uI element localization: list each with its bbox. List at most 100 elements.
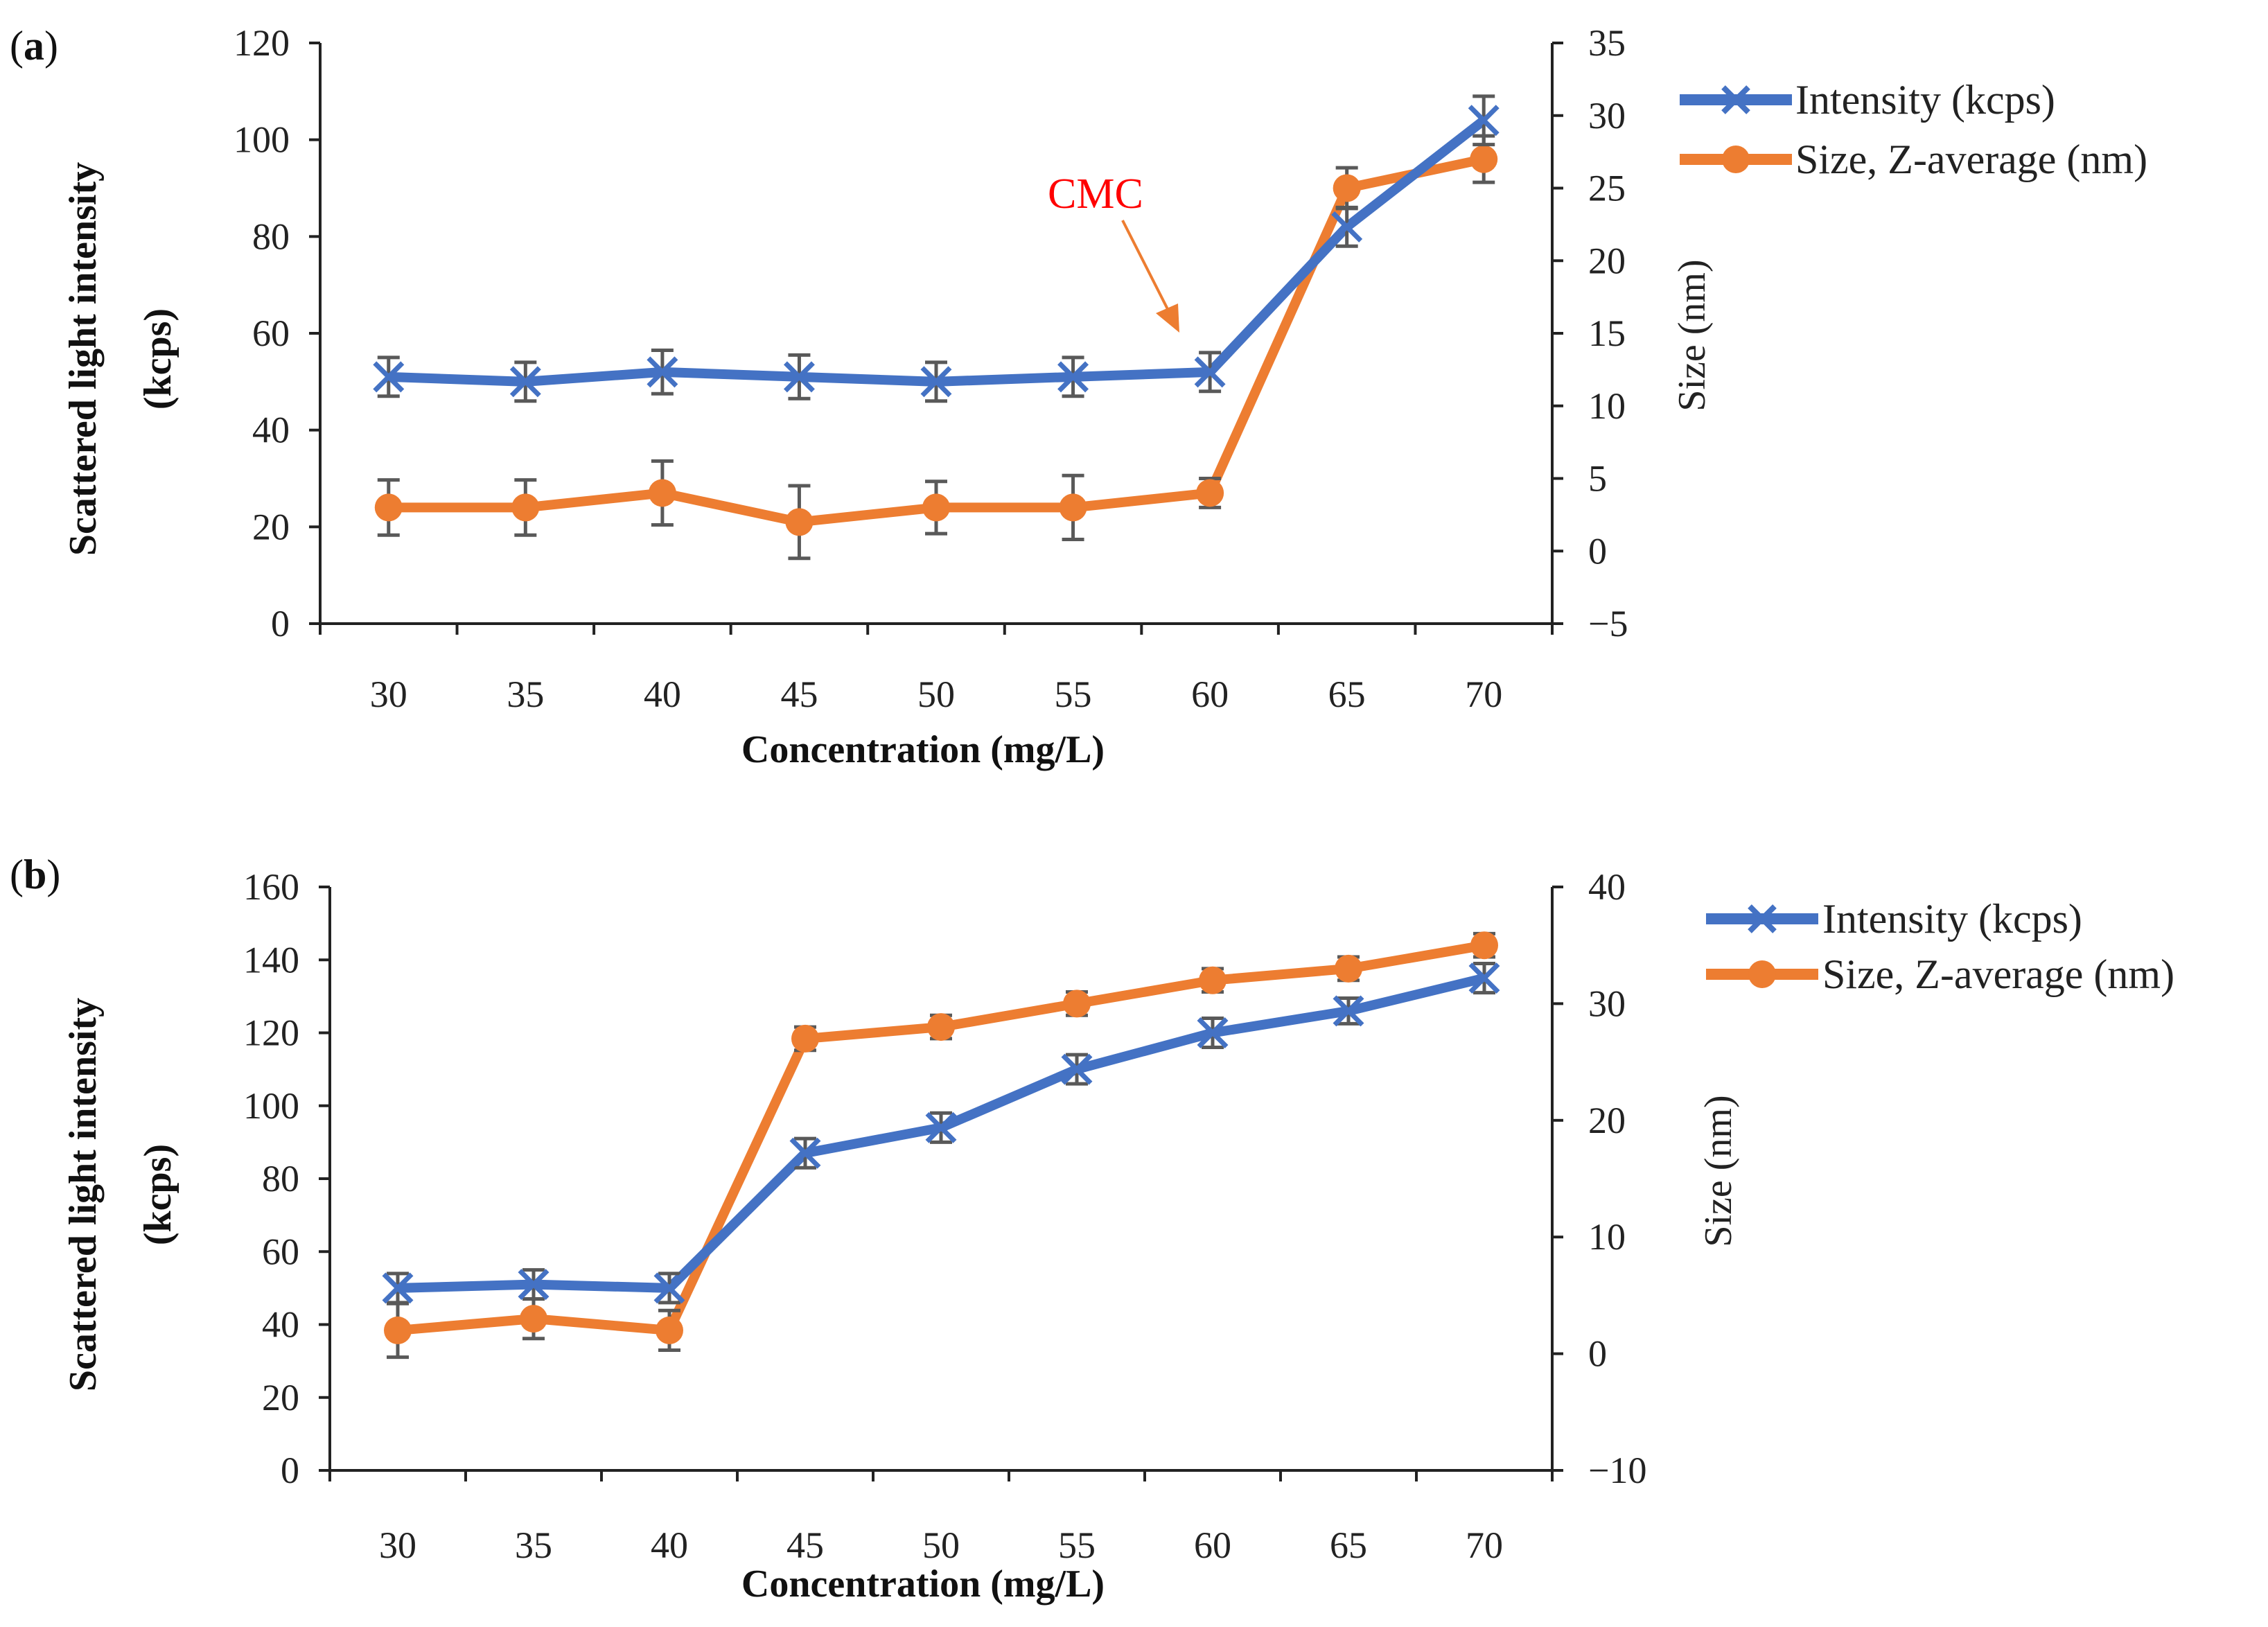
cmc-arrow-shaft: [1121, 220, 1170, 311]
panel-a-data-point-size: [1470, 145, 1498, 173]
panel-b-xtick-label: 45: [786, 1524, 824, 1566]
panel-b-data-point-size: [656, 1316, 683, 1344]
panel-b-ytick-label: 0: [281, 1450, 299, 1491]
panel-b-data-point-intensity: [1468, 962, 1500, 994]
legend-circle-marker-icon: [1748, 960, 1776, 988]
legend-circle-marker-icon: [1722, 146, 1750, 173]
panel-b-legend-size: Size, Z-average (nm): [1706, 951, 2174, 997]
panel-a-cmc-annotation: CMC: [1048, 170, 1179, 333]
panel-a-data-point-intensity: [1057, 361, 1089, 393]
panel-b-data-point-size: [1470, 931, 1498, 960]
panel-b-data-point-size: [520, 1305, 547, 1333]
legend-x-marker-icon: [1721, 85, 1750, 114]
panel-a-ylabel: Scattered light intensity (kcps): [62, 162, 179, 556]
panel-b-data-point-intensity: [1333, 995, 1364, 1027]
panel-a-ytick-label: 0: [271, 603, 290, 644]
panel-a-xtick-label: 40: [644, 674, 681, 715]
panel-b-xtick-label: 50: [922, 1524, 960, 1566]
panel-a-plot-area: 0 20 40 60 80 100 120 −5 0 5 10 15 20 25 30 35 30 35 40 45 5…: [234, 22, 1628, 715]
panel-a-label-wrap: (a): [10, 23, 58, 69]
panel-a-data-point-intensity: [373, 361, 405, 393]
panel-b-legend: Intensity (kcps) Size, Z-average (nm): [1706, 896, 2174, 997]
panel-a-ylabel-line1: Scattered light intensity: [62, 162, 105, 556]
panel-a-y2tick-label: 25: [1588, 168, 1626, 209]
panel-b-y2tick-label: 40: [1588, 866, 1626, 908]
panel-b-ytick-label: 160: [243, 866, 299, 908]
panel-b-data-point-size: [927, 1013, 955, 1041]
panel-a-data-point-size: [374, 493, 403, 522]
panel-a-ylabel-line2: (kcps): [137, 308, 179, 410]
panel-a-data-point-size: [785, 508, 814, 536]
panel-a-y2tick-label: 35: [1588, 22, 1626, 64]
panel-b-y2label: Size (nm): [1697, 1095, 1740, 1247]
panel-b-data-point-size: [1335, 954, 1362, 983]
panel-a-legend-intensity-label: Intensity (kcps): [1795, 77, 2055, 123]
panel-a-label: a: [24, 23, 44, 69]
chart-panel-a: (a) 0 20 40 60 80 100 120 −5 0 5 10 15 20 25 30 35 30 35 4…: [10, 22, 2147, 771]
panel-b-data-point-intensity: [1197, 1017, 1229, 1048]
panel-b-legend-intensity: Intensity (kcps): [1706, 896, 2082, 942]
panel-b-data-point-intensity: [789, 1137, 821, 1169]
panel-b-ytick-label: 140: [243, 939, 299, 980]
panel-a-xlabel: Concentration (mg/L): [741, 728, 1105, 771]
panel-a-y2tick-label: 5: [1588, 458, 1607, 500]
panel-b-legend-intensity-label: Intensity (kcps): [1822, 896, 2082, 942]
cmc-label: CMC: [1048, 170, 1143, 218]
panel-b-xtick-label: 60: [1194, 1524, 1231, 1566]
panel-a-series-line-size: [388, 154, 1485, 527]
panel-a-ytick-label: 80: [252, 216, 290, 257]
panel-b-xtick-label: 40: [651, 1524, 688, 1566]
panel-a-y2tick-label: −5: [1588, 603, 1628, 644]
panel-a-data-point-size: [1059, 493, 1087, 522]
panel-b-ytick-label: 120: [243, 1012, 299, 1054]
panel-a-data-point-intensity: [1331, 211, 1363, 243]
panel-a-y2tick-label: 10: [1588, 385, 1626, 427]
panel-a-xtick-label: 55: [1055, 674, 1092, 715]
panel-b-xlabel: Concentration (mg/L): [741, 1563, 1105, 1606]
panel-b-plot-area: 0 20 40 60 80 100 120 140 160 −10 0 10 20 30 40 30 35 40 4…: [243, 866, 1646, 1566]
panel-a-xtick-label: 30: [370, 674, 407, 715]
panel-b-y2tick-label: 0: [1588, 1333, 1607, 1375]
panel-a-y2tick-label: 15: [1588, 313, 1626, 354]
panel-a-data-point-intensity: [647, 356, 678, 388]
panel-b-ytick-label: 40: [262, 1304, 299, 1346]
panel-a-xtick-label: 50: [917, 674, 955, 715]
cmc-arrow-head-icon: [1156, 304, 1179, 333]
panel-a-series-line-intensity: [388, 116, 1487, 387]
panel-a-legend-size: Size, Z-average (nm): [1680, 137, 2147, 182]
panel-a-data-point-size: [511, 493, 540, 522]
panel-a-ytick-label: 120: [234, 22, 290, 64]
panel-b-ylabel-line1: Scattered light intensity: [62, 998, 105, 1391]
panel-a-data-point-intensity: [783, 361, 815, 393]
panel-b-ytick-label: 100: [243, 1085, 299, 1127]
panel-b-ytick-label: 80: [262, 1158, 299, 1199]
panel-a-ytick-label: 20: [252, 506, 290, 547]
panel-b-data-point-size: [1063, 990, 1091, 1018]
panel-a-data-point-intensity: [1194, 356, 1226, 388]
panel-b-ylabel-line2: (kcps): [137, 1144, 179, 1245]
panel-b-legend-size-label: Size, Z-average (nm): [1822, 951, 2174, 997]
panel-b-xtick-label: 30: [379, 1524, 416, 1566]
panel-b-xtick-label: 65: [1330, 1524, 1367, 1566]
panel-b-data-point-size: [791, 1024, 819, 1053]
panel-b-y2tick-label: 10: [1588, 1216, 1626, 1258]
panel-b-data-point-intensity: [925, 1111, 957, 1143]
panel-b-xtick-label: 35: [515, 1524, 552, 1566]
panel-a-xtick-label: 65: [1328, 674, 1366, 715]
panel-b-ytick-label: 20: [262, 1377, 299, 1418]
legend-x-marker-icon: [1748, 904, 1777, 933]
panel-a-legend-size-label: Size, Z-average (nm): [1795, 137, 2147, 182]
panel-b-data-point-intensity: [518, 1269, 550, 1301]
panel-a-legend: Intensity (kcps) Size, Z-average (nm): [1680, 77, 2147, 182]
panel-a-data-point-intensity: [920, 366, 952, 398]
panel-a-xtick-label: 45: [780, 674, 818, 715]
panel-b-ytick-label: 60: [262, 1231, 299, 1272]
panel-a-y2label: Size (nm): [1671, 259, 1714, 411]
panel-a-ytick-label: 60: [252, 313, 290, 354]
panel-a-y2tick-label: 20: [1588, 240, 1626, 281]
panel-a-y2tick-label: 30: [1588, 95, 1626, 137]
panel-a-ytick-label: 40: [252, 410, 290, 451]
panel-b-y2tick-label: 30: [1588, 983, 1626, 1024]
panel-a-xtick-label: 60: [1191, 674, 1229, 715]
